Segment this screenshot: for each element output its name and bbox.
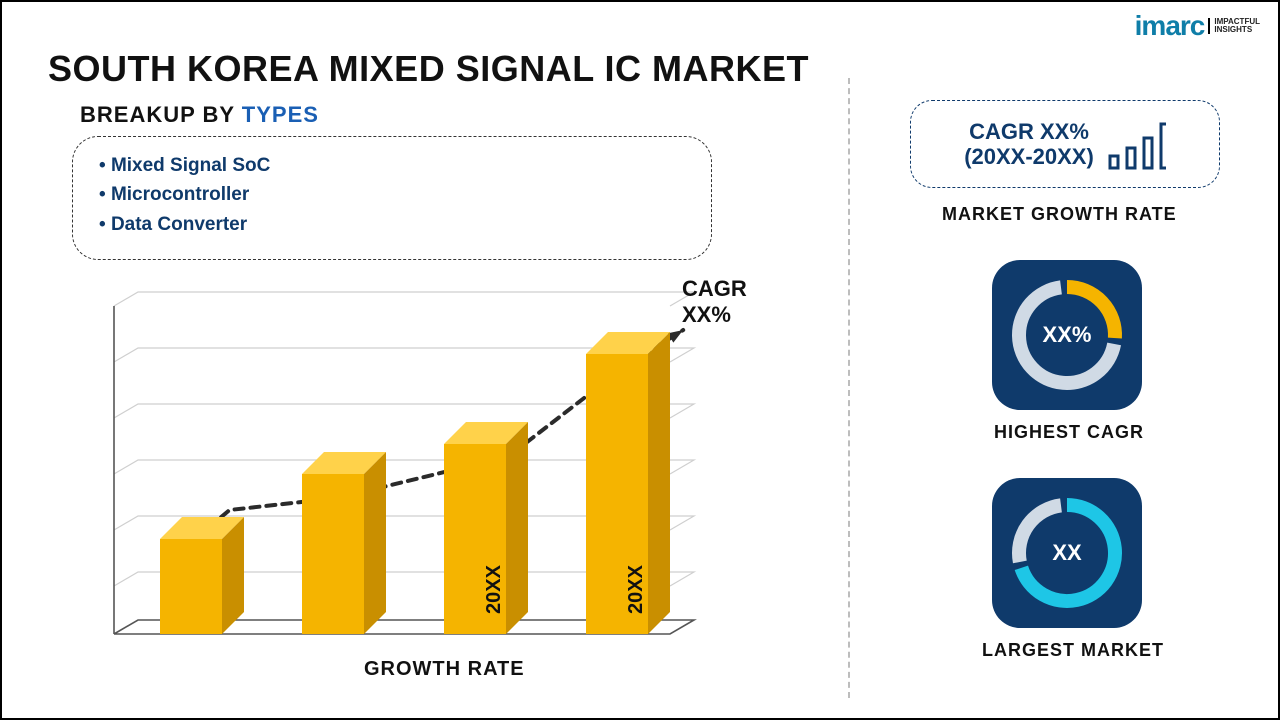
x-axis-label: GROWTH RATE	[364, 658, 525, 681]
brand-logo: imarc IMPACTFULINSIGHTS	[1135, 10, 1260, 42]
types-item: Microcontroller	[99, 180, 685, 209]
types-item: Data Converter	[99, 210, 685, 239]
label-market-growth: MARKET GROWTH RATE	[942, 204, 1177, 225]
highest-cagr-value: XX%	[1043, 322, 1092, 348]
bar	[160, 517, 244, 634]
bar	[302, 452, 386, 634]
label-highest-cagr: HIGHEST CAGR	[994, 422, 1144, 443]
largest-market-value: XX	[1052, 540, 1081, 566]
label-largest-market: LARGEST MARKET	[982, 640, 1164, 661]
types-list: Mixed Signal SoC Microcontroller Data Co…	[99, 151, 685, 239]
bar-year-label: 20XX	[483, 565, 506, 614]
subtitle-prefix: BREAKUP BY	[80, 102, 242, 127]
largest-market-tile: XX	[992, 478, 1142, 628]
logo-tagline: IMPACTFULINSIGHTS	[1208, 18, 1260, 34]
subtitle: BREAKUP BY TYPES	[80, 102, 319, 128]
bar-growth-icon	[1108, 116, 1166, 172]
trend-label: CAGR XX%	[682, 276, 784, 328]
highest-cagr-tile: XX%	[992, 260, 1142, 410]
page-title: SOUTH KOREA MIXED SIGNAL IC MARKET	[48, 48, 809, 90]
bar-year-label: 20XX	[625, 565, 648, 614]
vertical-divider	[848, 78, 850, 698]
growth-chart: CAGR XX% GROWTH RATE 20XX 20XX	[64, 278, 784, 678]
cagr-box: CAGR XX% (20XX-20XX)	[910, 100, 1220, 188]
subtitle-highlight: TYPES	[242, 102, 319, 127]
types-item: Mixed Signal SoC	[99, 151, 685, 180]
cagr-text: CAGR XX% (20XX-20XX)	[964, 119, 1094, 170]
types-box: Mixed Signal SoC Microcontroller Data Co…	[72, 136, 712, 260]
logo-text: imarc	[1135, 10, 1205, 42]
